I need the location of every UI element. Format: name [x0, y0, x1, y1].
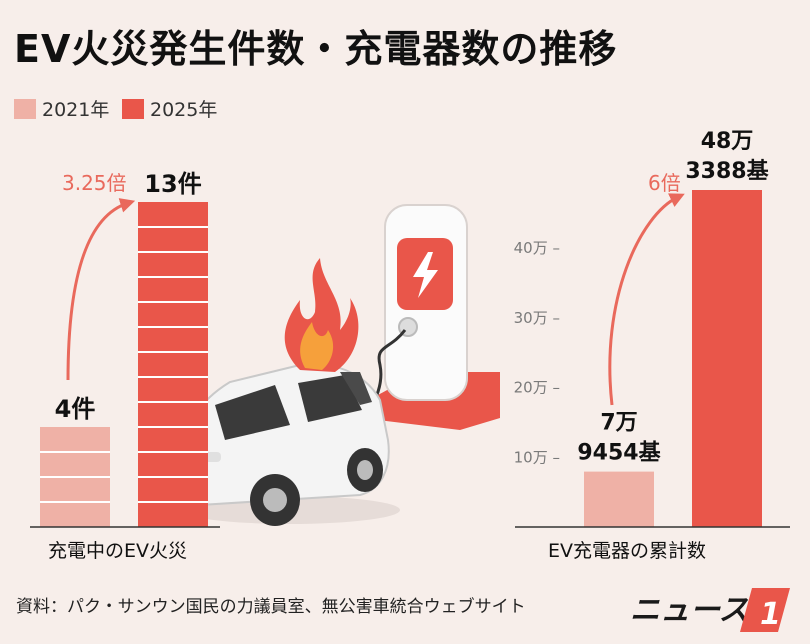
legend-label-2025: 2025年: [150, 99, 218, 121]
growth-annotation: 6倍: [648, 171, 681, 195]
legend-item-2025: 2025年: [122, 95, 217, 122]
charging-station-icon: [370, 204, 500, 430]
data-label-2025年-line2: 3388基: [685, 159, 769, 184]
legend-swatch-2021: [14, 98, 36, 119]
burning-car-icon: [176, 258, 400, 526]
data-label-2025年: 13件: [144, 170, 201, 198]
y-tick-label: 30万 –: [514, 309, 560, 327]
bar-2025年: [138, 202, 208, 527]
logo-mark: [740, 588, 790, 632]
data-label-2025年-line1: 48万: [701, 129, 754, 154]
legend-item-2021: 2021年: [14, 95, 109, 122]
logo-text: ニュース: [630, 593, 749, 628]
y-tick-label: 20万 –: [514, 379, 560, 397]
source-note: 資料：パク・サンウン国民の力議員室、無公害車統合ウェブサイト: [16, 597, 526, 617]
data-label-2021年-line1: 7万: [600, 411, 637, 436]
legend-label-2021: 2021年: [42, 99, 110, 121]
chart-title-fires: 充電中のEV火災: [48, 540, 187, 562]
y-tick-label: 10万 –: [514, 448, 560, 466]
legend-swatch-2025: [122, 98, 144, 119]
bar-2021年: [584, 471, 654, 527]
data-label-2021年: 4件: [55, 395, 96, 423]
data-label-2021年-line2: 9454基: [577, 441, 661, 466]
growth-arrow: [66, 198, 136, 381]
growth-annotation: 3.25倍: [62, 171, 127, 195]
chart-title-chargers: EV充電器の累計数: [548, 540, 706, 562]
bar-2025年: [692, 190, 762, 527]
logo: ニュース 1: [630, 588, 790, 632]
growth-arrow: [608, 193, 685, 406]
logo-number: 1: [760, 597, 781, 632]
page-title: EV火災発生件数・充電器数の推移: [14, 27, 618, 71]
y-tick-label: 40万 –: [514, 239, 560, 257]
